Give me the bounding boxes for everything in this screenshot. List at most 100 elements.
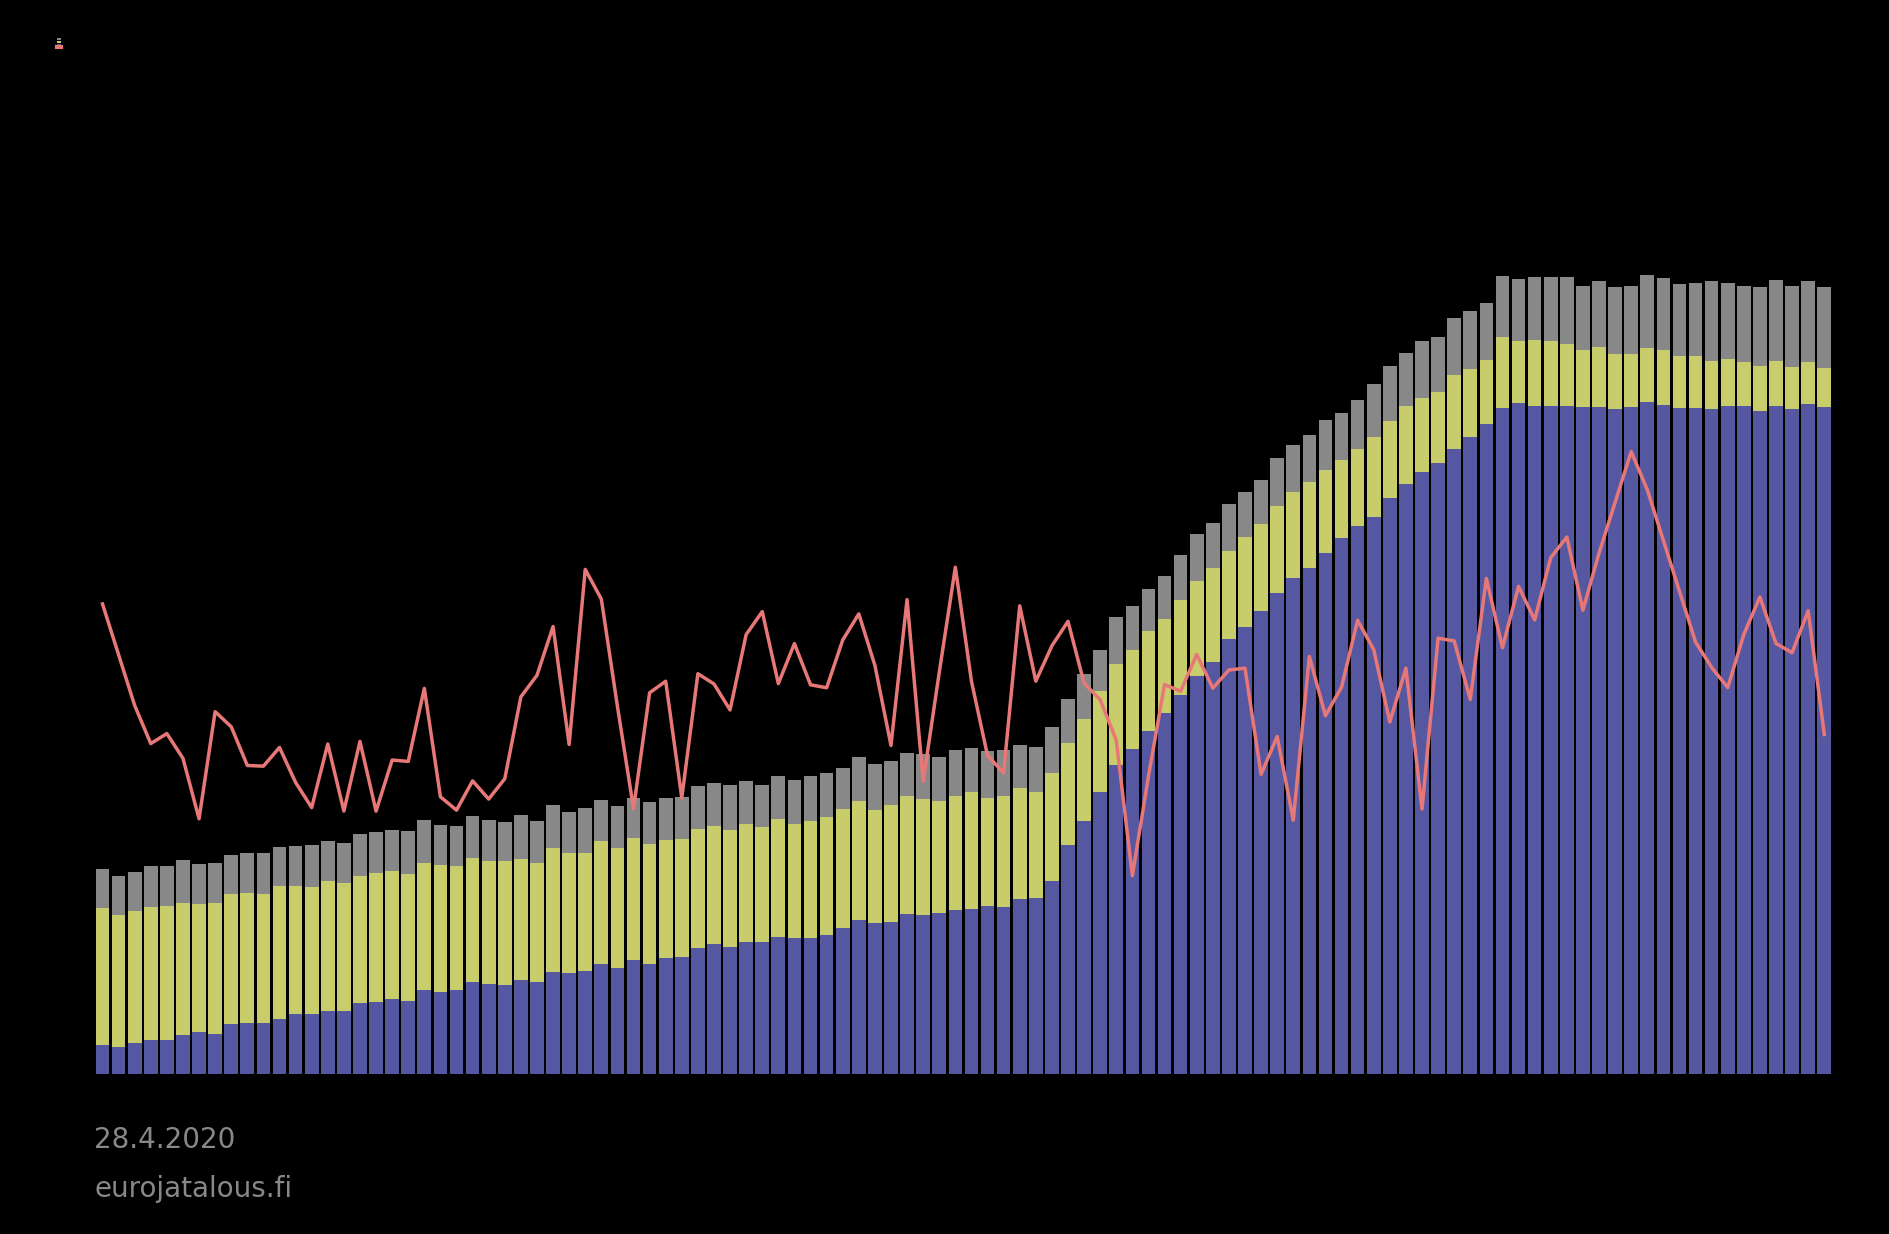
Bar bbox=[225, 1024, 238, 1074]
Bar bbox=[1222, 639, 1235, 1074]
Bar bbox=[111, 1048, 125, 1074]
Bar bbox=[1336, 538, 1349, 1074]
Bar bbox=[128, 872, 142, 912]
Bar bbox=[674, 956, 689, 1074]
Bar bbox=[1013, 900, 1026, 1074]
Bar bbox=[1753, 288, 1766, 366]
Bar bbox=[1672, 408, 1687, 1074]
Bar bbox=[901, 796, 914, 913]
Bar bbox=[514, 980, 527, 1074]
Bar bbox=[1254, 611, 1268, 1074]
Bar bbox=[289, 886, 302, 1014]
Bar bbox=[771, 938, 786, 1074]
Bar bbox=[1303, 481, 1317, 568]
Bar bbox=[691, 829, 705, 948]
Bar bbox=[1158, 576, 1171, 618]
Bar bbox=[916, 916, 929, 1074]
Bar bbox=[1400, 484, 1413, 1074]
Bar bbox=[1383, 366, 1396, 421]
Bar bbox=[1753, 366, 1766, 411]
Bar bbox=[595, 842, 608, 964]
Bar bbox=[1464, 311, 1477, 369]
Bar bbox=[321, 1011, 334, 1074]
Bar bbox=[482, 985, 495, 1074]
Bar bbox=[578, 808, 591, 853]
Bar bbox=[1269, 458, 1285, 506]
Bar bbox=[240, 893, 255, 1023]
Bar bbox=[706, 826, 722, 944]
Bar bbox=[803, 938, 818, 1074]
Bar bbox=[1237, 627, 1252, 1074]
Bar bbox=[1738, 406, 1751, 1074]
Bar bbox=[1141, 589, 1156, 632]
Bar bbox=[1368, 517, 1381, 1074]
Bar bbox=[1286, 492, 1300, 578]
Bar bbox=[1237, 537, 1252, 627]
Bar bbox=[739, 823, 754, 942]
Bar bbox=[1045, 727, 1058, 774]
Bar bbox=[1319, 553, 1332, 1074]
Bar bbox=[563, 972, 576, 1074]
Bar bbox=[1608, 286, 1623, 354]
Bar bbox=[884, 761, 897, 806]
Bar bbox=[803, 821, 818, 938]
Bar bbox=[1640, 275, 1655, 348]
Bar bbox=[610, 848, 623, 969]
Bar bbox=[161, 906, 174, 1040]
Bar bbox=[1062, 698, 1075, 743]
Bar bbox=[659, 797, 672, 840]
Bar bbox=[1383, 421, 1396, 497]
Bar bbox=[1368, 385, 1381, 437]
Bar bbox=[1030, 792, 1043, 898]
Bar bbox=[1625, 286, 1638, 354]
Bar bbox=[852, 921, 865, 1074]
Bar bbox=[304, 845, 319, 887]
Bar bbox=[1415, 473, 1428, 1074]
Bar bbox=[1045, 881, 1058, 1074]
Bar bbox=[1045, 774, 1058, 881]
Bar bbox=[1205, 523, 1220, 569]
Bar bbox=[997, 796, 1011, 907]
Bar bbox=[965, 908, 979, 1074]
Bar bbox=[1753, 411, 1766, 1074]
Bar bbox=[368, 1002, 383, 1074]
Bar bbox=[1383, 497, 1396, 1074]
Bar bbox=[336, 843, 351, 884]
Bar bbox=[128, 912, 142, 1043]
Bar bbox=[1030, 898, 1043, 1074]
Text: 28.4.2020: 28.4.2020 bbox=[94, 1125, 236, 1154]
Bar bbox=[869, 811, 882, 923]
Bar bbox=[948, 750, 962, 796]
Bar bbox=[1738, 362, 1751, 406]
Bar bbox=[1400, 353, 1413, 406]
Bar bbox=[1432, 463, 1445, 1074]
Bar bbox=[176, 860, 189, 902]
Bar bbox=[546, 806, 559, 849]
Bar bbox=[1608, 354, 1623, 408]
Bar bbox=[1560, 343, 1574, 406]
Bar bbox=[642, 844, 657, 964]
Bar bbox=[706, 782, 722, 826]
Bar bbox=[257, 1023, 270, 1074]
Bar bbox=[1269, 506, 1285, 592]
Bar bbox=[482, 861, 495, 985]
Bar bbox=[1303, 436, 1317, 481]
Bar bbox=[1575, 350, 1591, 407]
Bar bbox=[901, 753, 914, 796]
Bar bbox=[1222, 503, 1235, 550]
Bar bbox=[225, 855, 238, 893]
Bar bbox=[1608, 408, 1623, 1074]
Bar bbox=[1062, 743, 1075, 845]
Bar bbox=[111, 916, 125, 1048]
Bar bbox=[208, 1034, 223, 1074]
Bar bbox=[803, 776, 818, 821]
Bar bbox=[1077, 719, 1092, 821]
Bar bbox=[499, 985, 512, 1074]
Bar bbox=[1319, 421, 1332, 470]
Bar bbox=[933, 801, 946, 913]
Bar bbox=[1077, 821, 1092, 1074]
Bar bbox=[948, 796, 962, 911]
Bar bbox=[368, 874, 383, 1002]
Bar bbox=[272, 1019, 287, 1074]
Bar bbox=[820, 935, 833, 1074]
